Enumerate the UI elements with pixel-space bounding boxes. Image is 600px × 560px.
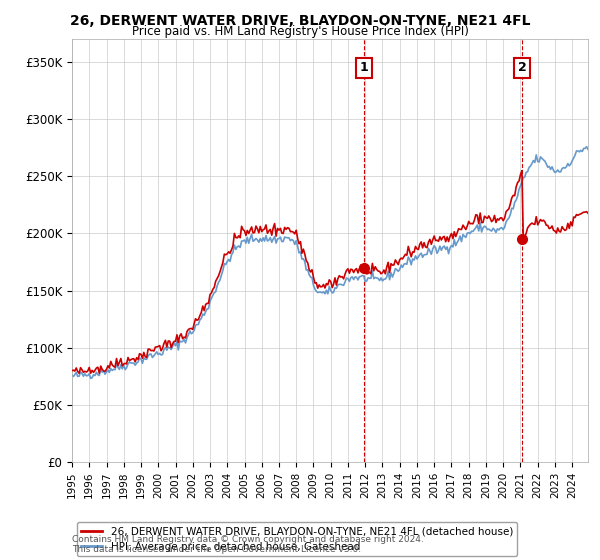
Text: 26, DERWENT WATER DRIVE, BLAYDON-ON-TYNE, NE21 4FL: 26, DERWENT WATER DRIVE, BLAYDON-ON-TYNE… xyxy=(70,14,530,28)
Text: Price paid vs. HM Land Registry's House Price Index (HPI): Price paid vs. HM Land Registry's House … xyxy=(131,25,469,38)
Legend: 26, DERWENT WATER DRIVE, BLAYDON-ON-TYNE, NE21 4FL (detached house), HPI: Averag: 26, DERWENT WATER DRIVE, BLAYDON-ON-TYNE… xyxy=(77,522,517,556)
Text: 2: 2 xyxy=(518,61,526,74)
Text: Contains HM Land Registry data © Crown copyright and database right 2024.
This d: Contains HM Land Registry data © Crown c… xyxy=(72,535,424,554)
Text: 1: 1 xyxy=(359,61,368,74)
